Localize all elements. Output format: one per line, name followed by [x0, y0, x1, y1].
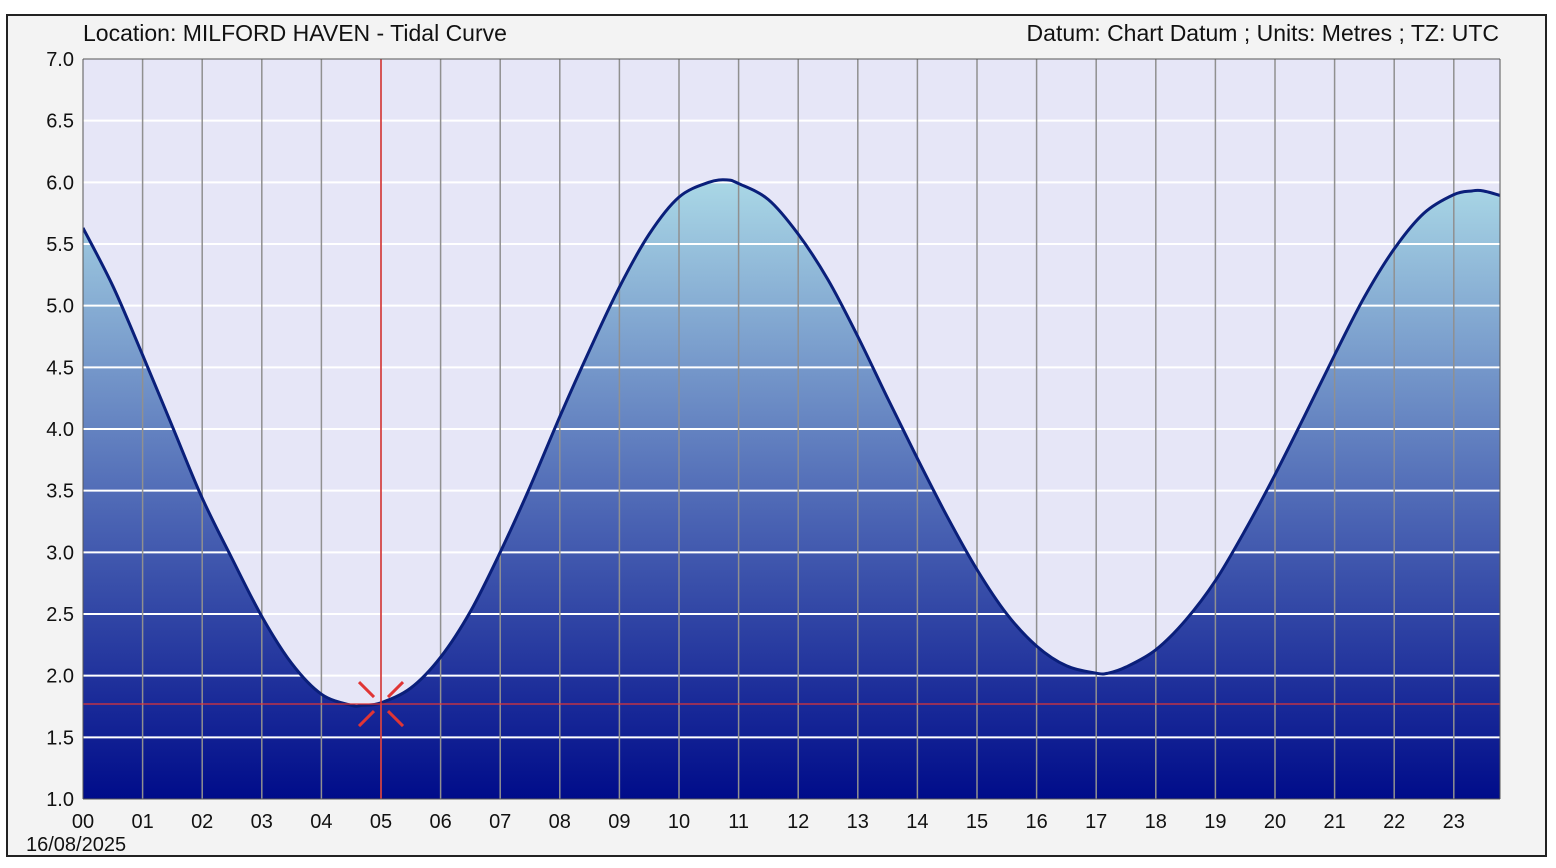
tide-curve-line — [83, 178, 1500, 708]
y-tick-label: 6.5 — [46, 111, 74, 133]
x-tick-label: 05 — [370, 811, 392, 833]
location-title: Location: MILFORD HAVEN - Tidal Curve — [83, 20, 507, 46]
y-tick-label: 1.5 — [46, 727, 74, 749]
x-tick-label: 01 — [131, 811, 153, 833]
x-tick-label: 00 — [72, 811, 94, 833]
x-tick-label: 03 — [251, 811, 273, 833]
y-tick-label: 6.0 — [46, 172, 74, 194]
y-tick-label: 4.5 — [46, 357, 74, 379]
x-tick-label: 02 — [191, 811, 213, 833]
x-tick-label: 18 — [1145, 811, 1167, 833]
x-tick-label: 16 — [1025, 811, 1047, 833]
x-tick-label: 13 — [847, 811, 869, 833]
x-tick-label: 07 — [489, 811, 511, 833]
x-tick-label: 15 — [966, 811, 988, 833]
y-tick-label: 2.5 — [46, 604, 74, 626]
x-tick-label: 09 — [608, 811, 630, 833]
tide-area-fill — [83, 179, 1500, 799]
cursor-crosshair-icon[interactable] — [357, 680, 405, 728]
y-tick-label: 5.5 — [46, 234, 74, 256]
x-tick-label: 20 — [1264, 811, 1286, 833]
x-tick-label: 10 — [668, 811, 690, 833]
y-tick-label: 3.0 — [46, 542, 74, 564]
y-tick-label: 4.0 — [46, 419, 74, 441]
crosshair-tick — [357, 680, 376, 699]
x-tick-label: 17 — [1085, 811, 1107, 833]
y-tick-label: 5.0 — [46, 296, 74, 318]
x-tick-label: 11 — [728, 811, 749, 833]
date-label: 16/08/2025 — [26, 834, 127, 856]
x-tick-label: 04 — [310, 811, 332, 833]
x-tick-label: 12 — [787, 811, 809, 833]
x-tick-label: 14 — [906, 811, 928, 833]
y-tick-label: 2.0 — [46, 666, 74, 688]
x-tick-label: 08 — [549, 811, 571, 833]
crosshair-tick — [386, 709, 405, 728]
x-tick-label: 23 — [1443, 811, 1465, 833]
y-tick-label: 1.0 — [46, 789, 74, 811]
y-tick-label: 7.0 — [46, 49, 74, 71]
x-tick-label: 06 — [429, 811, 451, 833]
x-tick-label: 19 — [1204, 811, 1226, 833]
datum-units-label: Datum: Chart Datum ; Units: Metres ; TZ:… — [1026, 20, 1499, 46]
x-tick-label: 21 — [1323, 811, 1345, 833]
x-tick-label: 22 — [1383, 811, 1405, 833]
crosshair-tick — [357, 709, 376, 728]
crosshair-tick — [386, 680, 405, 699]
y-tick-label: 3.5 — [46, 481, 74, 503]
